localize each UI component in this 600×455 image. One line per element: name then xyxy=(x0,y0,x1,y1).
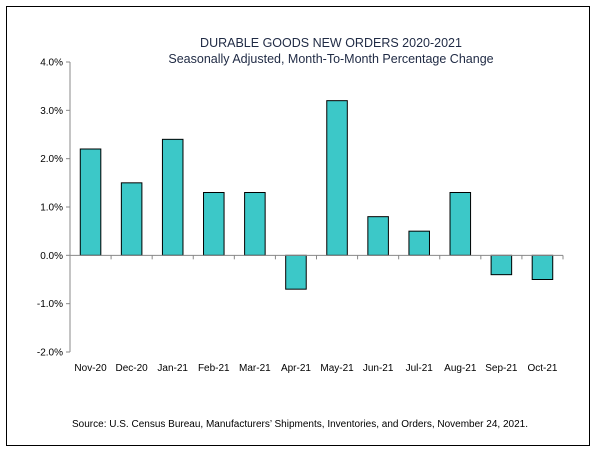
y-axis: 4.0% 3.0% 2.0% 1.0% 0.0% -1.0% -2.0% xyxy=(37,58,71,359)
chart-frame xyxy=(6,6,590,446)
bar-mar-21 xyxy=(244,192,266,256)
source-note: Source: U.S. Census Bureau, Manufacturer… xyxy=(72,419,528,430)
y-tick-label: 1.0% xyxy=(40,203,63,214)
bar-sep-21 xyxy=(490,254,513,276)
bar-may-21 xyxy=(326,100,348,256)
chart-title: DURABLE GOODS NEW ORDERS 2020-2021 xyxy=(200,36,462,50)
x-category-label: Aug-21 xyxy=(444,363,477,374)
x-category-label: Nov-20 xyxy=(74,363,107,374)
x-category-label: Mar-21 xyxy=(239,363,271,374)
y-tick-label: 0.0% xyxy=(40,251,63,262)
bar-jan-21 xyxy=(161,138,184,256)
x-axis: Nov-20 Dec-20 Jan-21 Feb-21 Mar-21 Apr-21 May-… xyxy=(69,254,564,374)
x-category-label: Jul-21 xyxy=(406,363,434,374)
bar-dec-20 xyxy=(120,182,143,256)
x-category-label: Sep-21 xyxy=(485,363,518,374)
x-category-label: Feb-21 xyxy=(198,363,230,374)
bars xyxy=(79,100,554,290)
bar-aug-21 xyxy=(449,192,472,256)
x-category-label: Jun-21 xyxy=(363,363,394,374)
bar-apr-21 xyxy=(285,254,307,290)
y-tick-label: 4.0% xyxy=(40,58,63,69)
y-tick-label: 3.0% xyxy=(40,106,63,117)
x-category-label: Oct-21 xyxy=(527,363,557,374)
bar-jul-21 xyxy=(408,230,430,256)
bar-jun-21 xyxy=(367,216,389,256)
x-category-label: Dec-20 xyxy=(116,363,149,374)
bar-nov-20 xyxy=(79,148,102,256)
chart-subtitle: Seasonally Adjusted, Month-To-Month Perc… xyxy=(168,52,493,66)
bar-oct-21 xyxy=(531,254,554,280)
x-category-label: Jan-21 xyxy=(157,363,188,374)
x-category-label: Apr-21 xyxy=(281,363,311,374)
y-tick-label: 2.0% xyxy=(40,154,63,165)
y-tick-label: -1.0% xyxy=(37,299,63,310)
y-tick-label: -2.0% xyxy=(37,348,63,359)
bar-feb-21 xyxy=(203,192,225,256)
x-category-label: May-21 xyxy=(320,363,354,374)
